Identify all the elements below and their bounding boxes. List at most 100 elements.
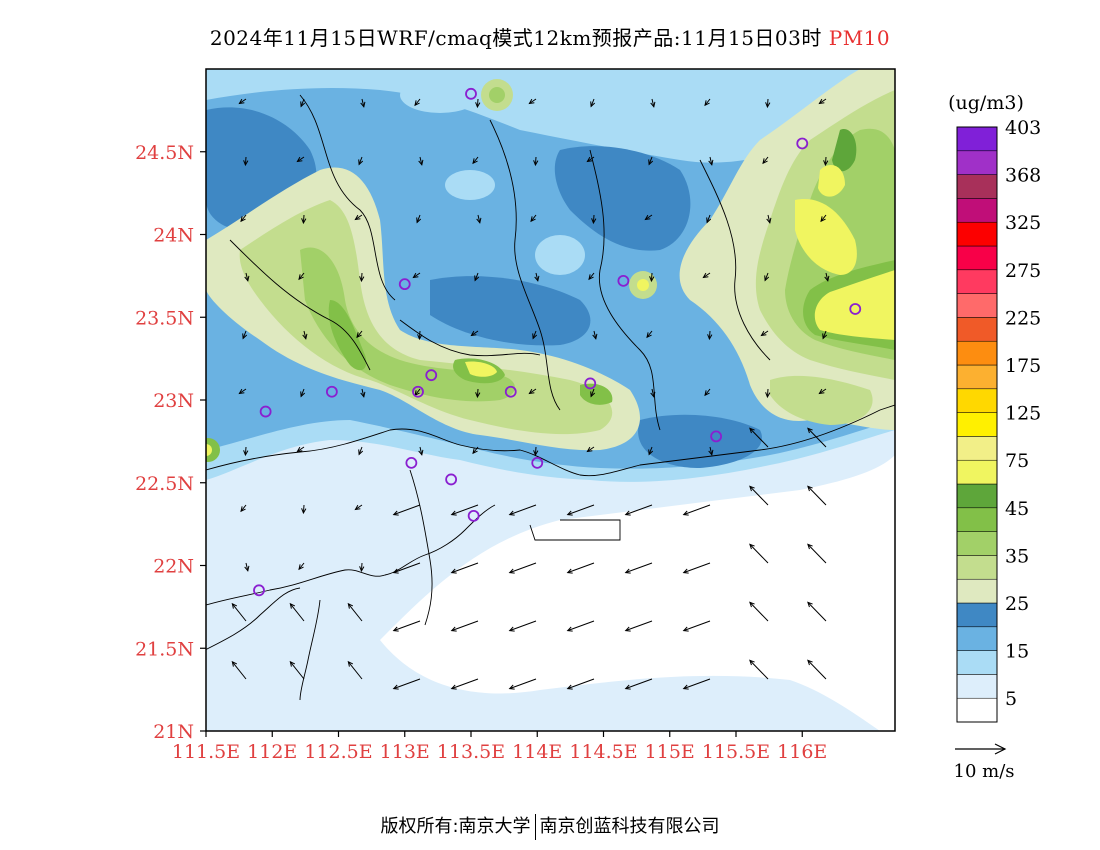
wind-vector-head (624, 568, 631, 574)
wind-vector-head (534, 275, 540, 282)
station-marker (465, 87, 477, 100)
wind-vector-head (624, 684, 631, 690)
wind-vector-head (646, 332, 652, 339)
legend-label: 45 (1005, 498, 1029, 520)
wind-vector-head (358, 449, 364, 456)
wind-vector-head (508, 568, 515, 574)
wind-vector (708, 330, 711, 340)
wind-vector (303, 330, 307, 339)
legend-color-box (956, 317, 998, 342)
wind-vector (625, 504, 653, 516)
wind-vector-head (240, 506, 246, 513)
wind-vector (240, 504, 247, 512)
wind-vector (749, 486, 769, 506)
wind-vector (529, 98, 537, 104)
wind-vector (650, 272, 653, 282)
wind-vector (297, 446, 305, 452)
wind-vector-head (591, 218, 597, 225)
wind-vector-head (301, 218, 307, 225)
wind-vector-head (300, 101, 306, 108)
wind-vector-head (590, 391, 596, 398)
wind-vector (703, 272, 711, 278)
wind-vector (590, 98, 595, 107)
wind-vector-head (566, 568, 573, 574)
wind-vector (567, 678, 595, 690)
station-marker (259, 405, 272, 418)
wind-vector (749, 602, 769, 622)
station-marker (398, 278, 411, 291)
wind-vector (240, 214, 247, 222)
legend-border (956, 126, 998, 723)
wind-vector (413, 272, 421, 278)
lon-tick-label: 114.5E (569, 741, 637, 763)
station-marker (412, 385, 424, 398)
wind-vector (625, 620, 653, 632)
wind-vector (646, 330, 653, 338)
wind-vector-head (749, 543, 755, 550)
lon-tick-label: 113.5E (437, 741, 505, 763)
wind-vector (567, 620, 595, 632)
lon-tick-label: 116E (777, 741, 827, 763)
legend-color-box (956, 174, 998, 199)
wind-vector-head (417, 334, 423, 341)
wind-vector-head (532, 333, 538, 340)
wind-vector (709, 156, 713, 165)
wind-vector (534, 446, 537, 456)
lat-tick-label: 23.5N (135, 307, 194, 329)
station-marker (710, 430, 723, 443)
wind-vector (393, 678, 421, 690)
legend-color-box (956, 578, 998, 604)
legend-label: 75 (1005, 450, 1029, 472)
legend-color-box (956, 531, 998, 556)
wind-vector-head (590, 101, 596, 108)
wind-vector (824, 156, 827, 166)
wind-vector (289, 661, 305, 680)
wind-vector-head (238, 98, 245, 105)
concentration-field (206, 69, 895, 731)
wind-vector (645, 214, 653, 220)
lon-tick-label: 115E (645, 741, 695, 763)
wind-vector-head (818, 98, 825, 105)
wind-vector-head (508, 684, 515, 690)
legend-color-box (956, 340, 998, 366)
wind-vector (651, 388, 655, 397)
wind-vector (766, 388, 769, 398)
wind-vector-head (298, 564, 304, 571)
wind-vector-head (624, 510, 631, 516)
wind-vector (472, 446, 479, 454)
wind-vector (472, 156, 479, 164)
wind-vector-head (450, 684, 457, 690)
wind-vector-head (624, 626, 631, 632)
wind-vector (393, 620, 421, 632)
legend-color-box (956, 674, 998, 699)
legend-color-box (956, 388, 998, 413)
wind-vector (588, 272, 595, 280)
wind-vector-head (474, 275, 480, 282)
legend-label: 125 (1005, 403, 1041, 425)
station-markers (253, 87, 862, 597)
wind-vector (587, 156, 595, 162)
wind-vector-head (762, 158, 768, 165)
lat-tick-label: 23N (153, 390, 194, 412)
wind-vector (355, 214, 363, 220)
wind-vector-head (566, 626, 573, 632)
wind-vector (244, 156, 247, 166)
wind-vector-head (749, 601, 755, 608)
wind-vector-head (588, 274, 594, 281)
station-marker (531, 456, 544, 469)
station-marker (504, 385, 517, 398)
wind-vector (535, 272, 539, 281)
wind-vector-head (244, 275, 250, 282)
wind-vector-head (760, 330, 767, 337)
legend-label: 35 (1005, 545, 1029, 567)
copyright-divider (534, 814, 536, 840)
wind-vector (625, 678, 653, 690)
lon-tick-label: 111.5E (172, 741, 240, 763)
wind-vector-head (807, 427, 813, 434)
wind-vector-head (450, 568, 457, 574)
wind-vector-head (708, 449, 714, 456)
lon-tick-label: 114E (512, 741, 562, 763)
wind-vector-head (418, 449, 424, 456)
wind-vector (393, 504, 421, 516)
wind-vector (414, 388, 421, 396)
